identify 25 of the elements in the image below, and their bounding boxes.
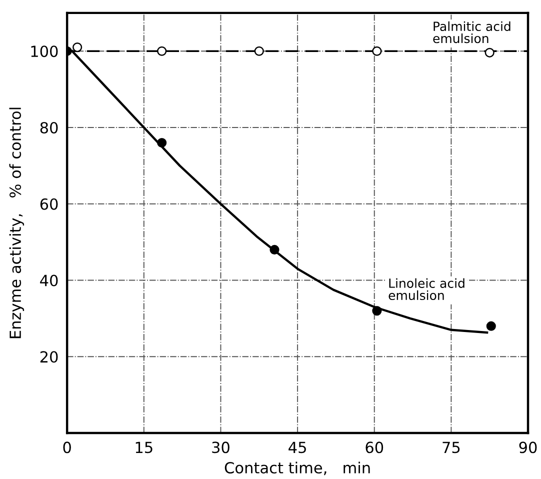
x-axis-title: Contact time, min xyxy=(224,462,370,476)
point xyxy=(486,321,496,331)
point xyxy=(270,244,280,254)
y-tick-label: 40 xyxy=(40,274,58,286)
point xyxy=(254,46,264,56)
point xyxy=(157,138,167,148)
series-label: Palmitic acid emulsion xyxy=(433,21,510,44)
x-tick-label: 15 xyxy=(136,442,152,454)
y-tick-label: 20 xyxy=(40,351,58,363)
series-label: Linoleic acid emulsion xyxy=(388,278,464,300)
y-tick-label: 100 xyxy=(31,46,58,58)
x-tick-label: 0 xyxy=(63,442,71,454)
x-tick-label: 30 xyxy=(212,442,230,454)
point xyxy=(372,46,382,56)
point xyxy=(157,46,167,56)
point xyxy=(484,48,494,58)
point xyxy=(372,306,382,316)
x-tick-label: 90 xyxy=(519,442,537,454)
y-tick-label: 80 xyxy=(40,122,58,134)
x-tick-label: 45 xyxy=(288,442,306,454)
point xyxy=(72,42,82,52)
x-tick-label: 60 xyxy=(366,442,384,454)
x-tick-label: 75 xyxy=(442,442,460,454)
y-tick-label: 60 xyxy=(40,198,58,210)
y-axis-title: Enzyme activity, % of control xyxy=(9,108,24,338)
